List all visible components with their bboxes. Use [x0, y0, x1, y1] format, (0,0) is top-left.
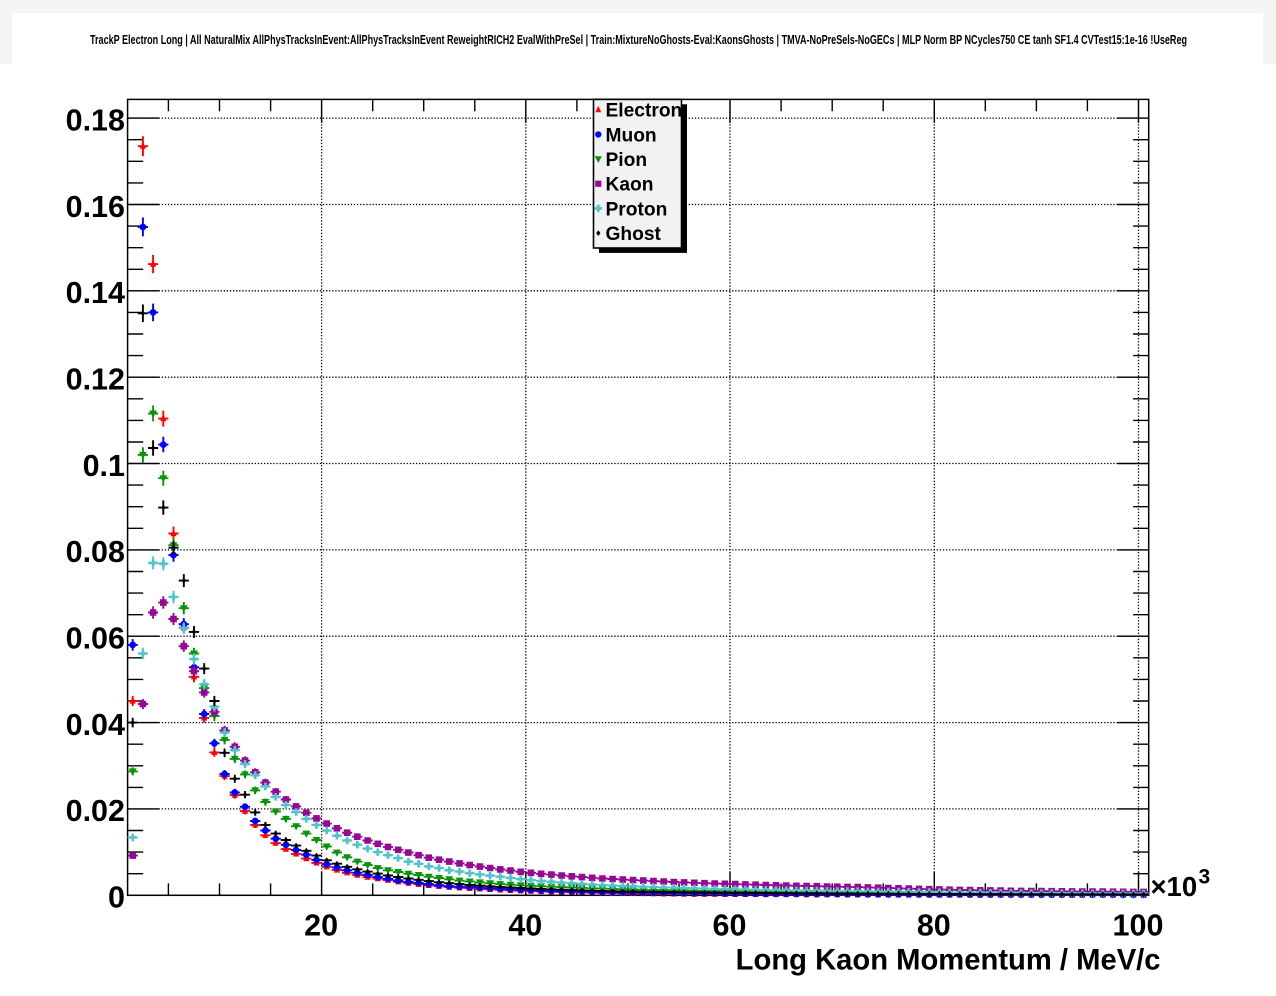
svg-text:0.04: 0.04	[66, 708, 125, 742]
svg-text:3: 3	[1199, 866, 1211, 889]
svg-text:0.14: 0.14	[66, 276, 125, 310]
svg-text:40: 40	[508, 909, 542, 943]
svg-text:80: 80	[917, 909, 951, 943]
svg-text:0.08: 0.08	[66, 535, 125, 569]
svg-text:0.16: 0.16	[66, 190, 125, 224]
svg-text:TrackP Electron Long | All Nat: TrackP Electron Long | All NaturalMix Al…	[90, 32, 1187, 47]
svg-text:Kaon: Kaon	[606, 175, 654, 196]
svg-text:Pion: Pion	[606, 150, 648, 171]
svg-text:Long Kaon Momentum / MeV/c: Long Kaon Momentum / MeV/c	[736, 945, 1161, 977]
svg-text:Ghost: Ghost	[606, 224, 662, 245]
svg-text:0.18: 0.18	[66, 103, 125, 137]
svg-text:0.02: 0.02	[66, 794, 125, 828]
svg-text:Electron: Electron	[606, 101, 683, 122]
svg-text:100: 100	[1113, 909, 1164, 943]
svg-text:0: 0	[108, 881, 125, 915]
svg-text:Muon: Muon	[606, 125, 657, 146]
svg-text:0.12: 0.12	[66, 363, 125, 397]
svg-text:×10: ×10	[1151, 871, 1198, 902]
svg-text:0.1: 0.1	[83, 449, 125, 483]
svg-text:20: 20	[304, 909, 338, 943]
svg-text:Proton: Proton	[606, 199, 668, 220]
svg-text:0.06: 0.06	[66, 622, 125, 656]
svg-text:60: 60	[713, 909, 747, 943]
